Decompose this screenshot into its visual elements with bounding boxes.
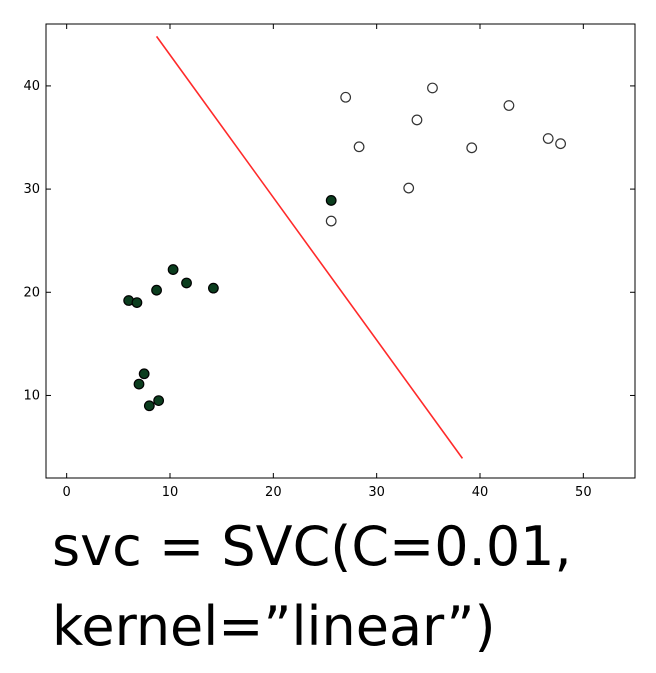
hollow-data-point — [503, 100, 515, 111]
caption-line-2: kernel=”linear”) — [52, 595, 496, 658]
hollow-data-point — [555, 138, 566, 150]
x-tick-label: 50 — [575, 485, 592, 500]
filled-data-point — [181, 277, 192, 289]
y-tick-label: 40 — [23, 79, 40, 94]
y-tick-label: 20 — [23, 285, 40, 300]
filled-data-point — [143, 400, 155, 412]
scatter-plot: 0 10 20 30 40 50 10 20 30 40 — [23, 23, 636, 500]
x-tick-label: 20 — [265, 485, 282, 500]
filled-data-point — [138, 368, 150, 380]
x-tick-label: 30 — [368, 485, 385, 500]
x-tick-label: 10 — [162, 485, 179, 500]
filled-data-point — [153, 395, 165, 407]
hollow-data-point — [542, 133, 554, 144]
filled-data-point — [167, 264, 179, 275]
filled-data-point — [131, 297, 143, 308]
x-tick-label: 40 — [472, 485, 489, 500]
hollow-data-point — [325, 215, 337, 227]
hollow-data-point — [353, 141, 365, 153]
plot-frame — [45, 23, 636, 479]
x-tick-label: 0 — [63, 485, 71, 500]
filled-data-point — [207, 282, 219, 294]
hollow-data-point — [403, 182, 415, 194]
hollow-data-point — [466, 142, 478, 154]
hollow-data-point — [411, 114, 423, 126]
data-points-layer — [123, 82, 566, 412]
filled-data-point — [133, 378, 145, 390]
axis-ticks: 0 10 20 30 40 50 10 20 30 40 — [23, 24, 635, 500]
decision-boundary-layer — [155, 35, 464, 459]
hollow-data-point — [340, 91, 352, 103]
decision-boundary-line — [155, 35, 464, 459]
filled-data-point — [325, 195, 337, 206]
y-tick-label: 30 — [23, 182, 40, 197]
caption-line-1: svc = SVC(C=0.01, — [52, 515, 572, 578]
filled-data-point — [151, 284, 162, 296]
y-tick-label: 10 — [23, 388, 40, 403]
hollow-data-point — [427, 82, 438, 94]
